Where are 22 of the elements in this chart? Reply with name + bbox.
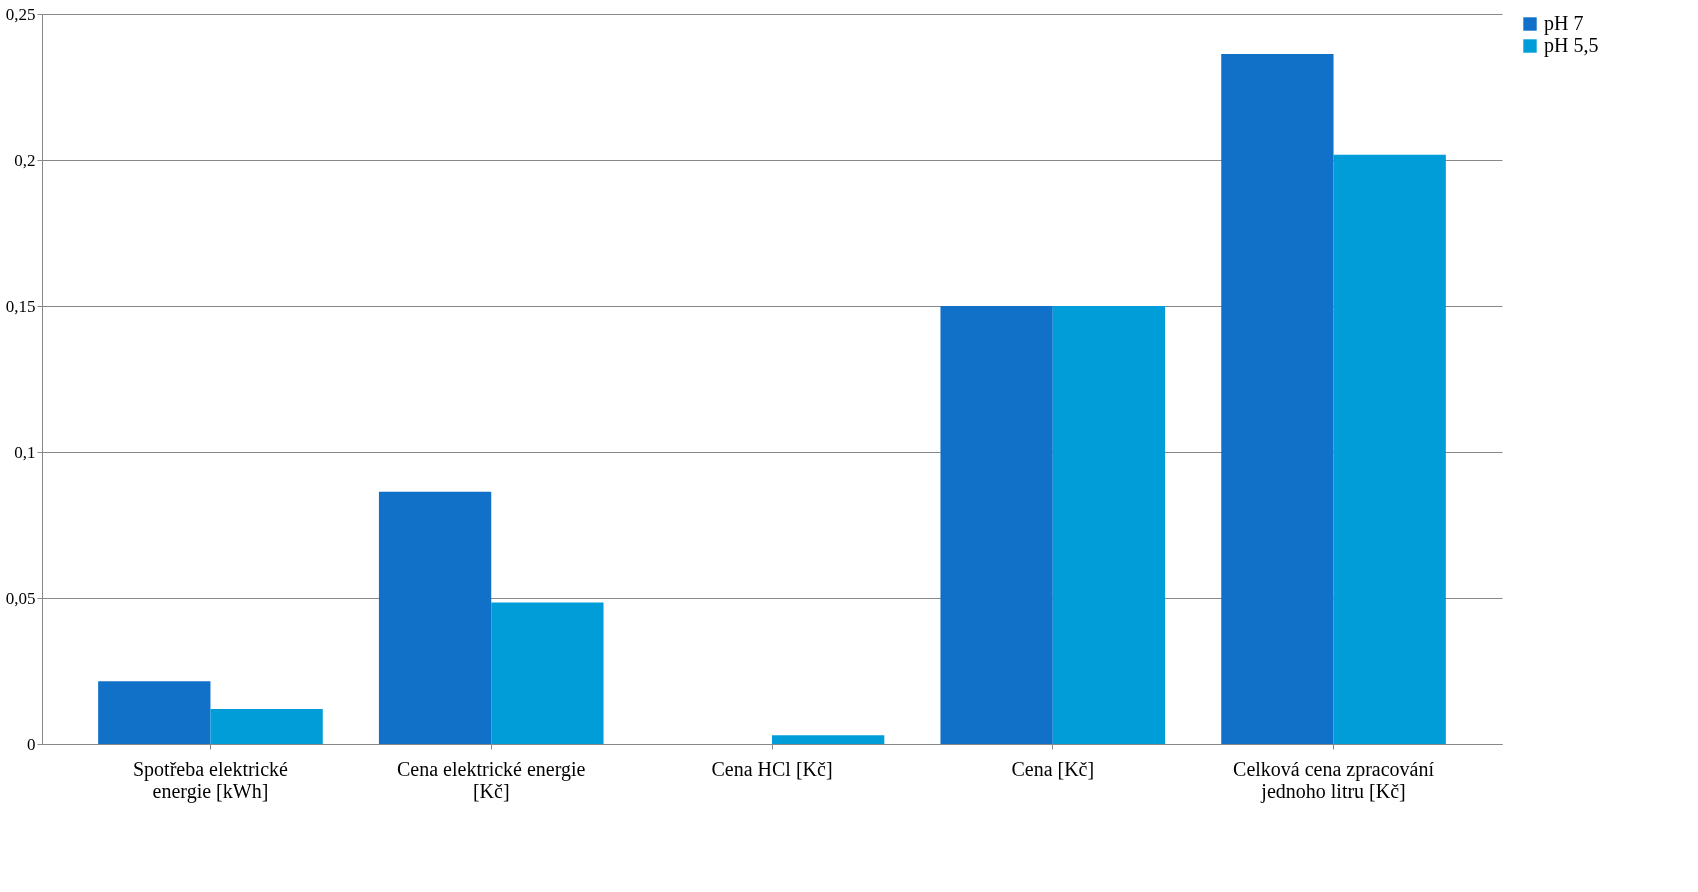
y-tick-label: 0,05: [5, 588, 36, 608]
x-tick-label: Cena [Kč]: [1011, 757, 1095, 780]
bar: [1052, 306, 1166, 744]
legend-label: pH 7: [1544, 12, 1584, 35]
bar: [772, 735, 885, 744]
bar: [210, 708, 323, 744]
x-tick-label: Celková cena zpracování jednoho litru [Kč]: [1233, 757, 1435, 803]
bar: [98, 681, 211, 744]
x-tick-label: Cena elektrické energie [Kč]: [397, 757, 586, 802]
legend-label: pH 5,5: [1544, 34, 1599, 57]
bar: [1221, 54, 1334, 744]
y-tick-label: 0,25: [5, 4, 36, 24]
bar: [940, 306, 1053, 744]
y-tick-label: 0: [27, 734, 36, 754]
y-tick-label: 0,2: [14, 150, 36, 170]
bar: [378, 491, 492, 744]
x-tick-label: Cena HCl [Kč]: [711, 757, 833, 780]
bar: [1333, 154, 1446, 744]
y-tick-label: 0,15: [5, 296, 36, 316]
bar: [491, 602, 604, 744]
y-tick-label: 0,1: [14, 442, 36, 462]
x-tick-label: Spotřeba elektrické energie [kWh]: [132, 757, 289, 803]
